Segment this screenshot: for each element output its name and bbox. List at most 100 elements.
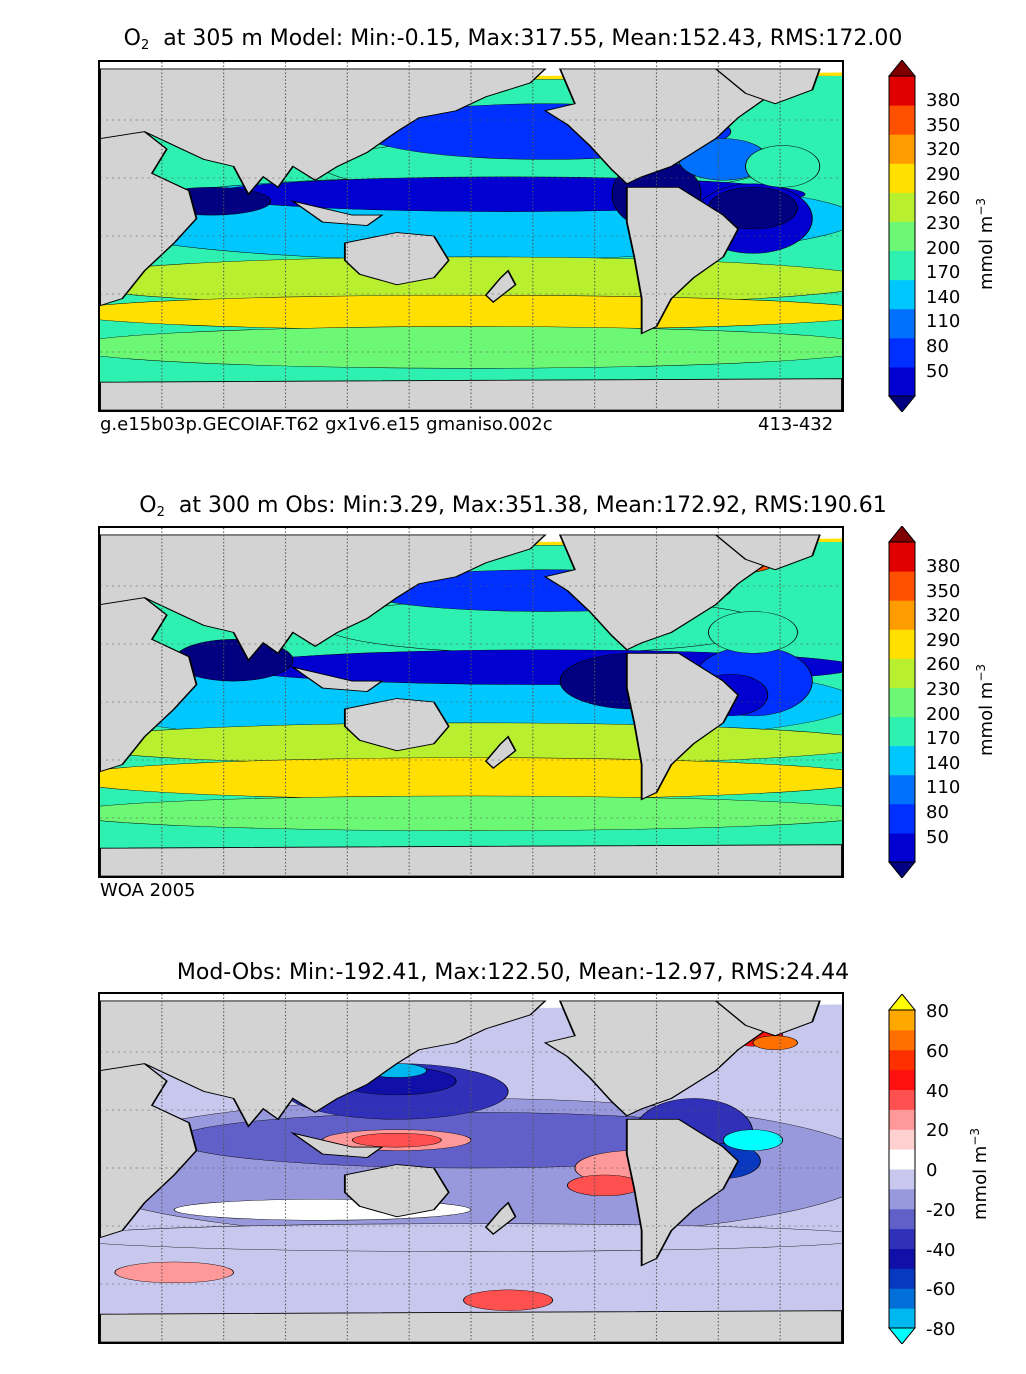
colorbar-segment-1-3: [889, 774, 915, 805]
colorbar-segment-2-4: [889, 1248, 915, 1269]
colorbar-tick-0-5: 230: [926, 213, 961, 234]
field-region-obs-14: [707, 611, 798, 654]
model-title-symbol: O: [123, 26, 141, 51]
colorbar-segment-0-2: [889, 337, 915, 368]
colorbar-segment-2-15: [889, 1029, 915, 1051]
colorbar-tick-1-9: 110: [926, 777, 961, 799]
colorbar-tick-1-11: 50: [926, 826, 949, 848]
colorbar-tick-2-3: 20: [926, 1120, 949, 1142]
diff-map: [98, 992, 844, 1344]
field-region-model-15: [745, 145, 821, 188]
colorbar-label-text-2: mmol m: [970, 1145, 991, 1220]
obs-title-sub: 2: [156, 505, 165, 520]
colorbar-label-2: mmol m−3: [968, 1128, 991, 1220]
colorbar-tick-1-7: 170: [926, 728, 961, 750]
land-new-zealand-obs: [484, 735, 517, 770]
colorbar-tick-2-0: 80: [926, 1001, 949, 1022]
field-region-obs-3: [100, 795, 842, 831]
colorbar-label-0: mmol m−3: [974, 198, 997, 290]
colorbar-extend-max-0: [887, 59, 917, 77]
land-indonesia-diff: [290, 1132, 384, 1159]
land-north-america-diff: [543, 1000, 807, 1117]
field-region-diff-5: [567, 1174, 643, 1197]
colorbar-tick-1-10: 80: [926, 802, 949, 823]
land-north-america-model: [543, 68, 807, 185]
colorbar-tick-0-4: 260: [926, 188, 961, 210]
colorbar-segment-0-7: [889, 192, 915, 222]
colorbar-segment-1-9: [889, 600, 915, 630]
colorbar-label-1: mmol m−3: [974, 664, 997, 756]
map-field-diff: [100, 994, 842, 1342]
colorbar-tick-0-10: 80: [926, 336, 949, 357]
land-south-america-model: [625, 186, 740, 335]
model-years-label: 413-432: [758, 414, 834, 435]
land-north-america-obs: [543, 534, 807, 651]
colorbar-segment-2-11: [889, 1109, 915, 1130]
obs-colorbar: 380 350 320 290 260 230 200 170 140 110 80 50 mmol m…: [887, 525, 1008, 879]
land-africa-obs: [100, 597, 198, 773]
field-region-diff-13: [463, 1289, 554, 1311]
colorbar-tick-2-8: -80: [926, 1319, 956, 1340]
model-colorbar: 380 350 320 290 260 230 200 170 140 110 80 50 mmol m…: [887, 59, 1008, 413]
land-new-zealand-diff: [484, 1201, 517, 1236]
colorbar-segment-0-1: [889, 366, 915, 397]
colorbar-segment-2-9: [889, 1149, 915, 1170]
colorbar-tick-2-1: 60: [926, 1040, 949, 1062]
colorbar-segment-2-6: [889, 1208, 915, 1230]
land-indonesia-model: [290, 200, 384, 227]
colorbar-tick-2-5: -20: [926, 1199, 956, 1221]
colorbar-extend-max-2: [887, 993, 917, 1011]
colorbar-segment-0-9: [889, 134, 915, 164]
obs-panel-title: O2 at 300 m Obs: Min:3.29, Max:351.38, M…: [0, 493, 1026, 520]
colorbar-tick-0-7: 170: [926, 262, 961, 284]
land-eurasia-obs: [100, 534, 547, 662]
land-indonesia-obs: [290, 666, 384, 693]
field-region-diff-8: [722, 1129, 784, 1151]
obs-title-text: at 300 m Obs: Min:3.29, Max:351.38, Mean…: [178, 493, 887, 518]
colorbar-segment-0-3: [889, 308, 915, 339]
field-region-diff-12: [114, 1261, 235, 1284]
colorbar-bar-0: [887, 59, 917, 413]
colorbar-tick-0-9: 110: [926, 311, 961, 333]
obs-title-symbol: O: [139, 493, 157, 518]
colorbar-segment-2-1: [889, 1308, 915, 1329]
colorbar-segment-1-4: [889, 745, 915, 776]
field-region-diff-3: [351, 1132, 442, 1148]
colorbar-segment-2-8: [889, 1169, 915, 1190]
colorbar-segment-2-13: [889, 1069, 915, 1090]
colorbar-tick-0-1: 350: [926, 114, 961, 136]
colorbar-segment-0-5: [889, 250, 915, 281]
colorbar-segment-2-16: [889, 1010, 915, 1031]
colorbar-tick-1-6: 200: [926, 703, 961, 725]
colorbar-segment-2-10: [889, 1129, 915, 1150]
model-map: [98, 60, 844, 412]
colorbar-tick-1-0: 380: [926, 556, 961, 577]
colorbar-segment-1-10: [889, 571, 915, 601]
map-field-obs: [100, 528, 842, 876]
colorbar-segment-1-5: [889, 716, 915, 747]
land-africa-diff: [100, 1063, 198, 1239]
colorbar-tick-1-1: 350: [926, 580, 961, 602]
land-south-america-diff: [625, 1118, 740, 1267]
colorbar-tick-2-4: 0: [926, 1160, 938, 1181]
colorbar-segment-1-11: [889, 542, 915, 572]
colorbar-tick-0-6: 200: [926, 237, 961, 259]
model-title-text: at 305 m Model: Min:-0.15, Max:317.55, M…: [163, 26, 903, 51]
colorbar-bar-1: [887, 525, 917, 879]
colorbar-segment-2-7: [889, 1188, 915, 1210]
colorbar-tick-1-5: 230: [926, 679, 961, 700]
colorbar-extend-min-2: [887, 1327, 917, 1345]
colorbar-tick-0-2: 320: [926, 139, 961, 161]
colorbar-segment-0-11: [889, 76, 915, 106]
model-run-label: g.e15b03p.GECOIAF.T62 gx1v6.e15 gmaniso.…: [100, 414, 553, 435]
colorbar-tick-1-4: 260: [926, 654, 961, 676]
model-panel-title: O2 at 305 m Model: Min:-0.15, Max:317.55…: [0, 26, 1026, 53]
colorbar-segment-0-10: [889, 105, 915, 135]
colorbar-segment-1-7: [889, 658, 915, 688]
colorbar-segment-1-2: [889, 803, 915, 834]
colorbar-segment-2-5: [889, 1228, 915, 1249]
land-eurasia-model: [100, 68, 547, 196]
colorbar-label-sup-2: −3: [968, 1127, 982, 1146]
colorbar-tick-2-2: 40: [926, 1080, 949, 1102]
colorbar-tick-2-7: -60: [926, 1279, 956, 1301]
